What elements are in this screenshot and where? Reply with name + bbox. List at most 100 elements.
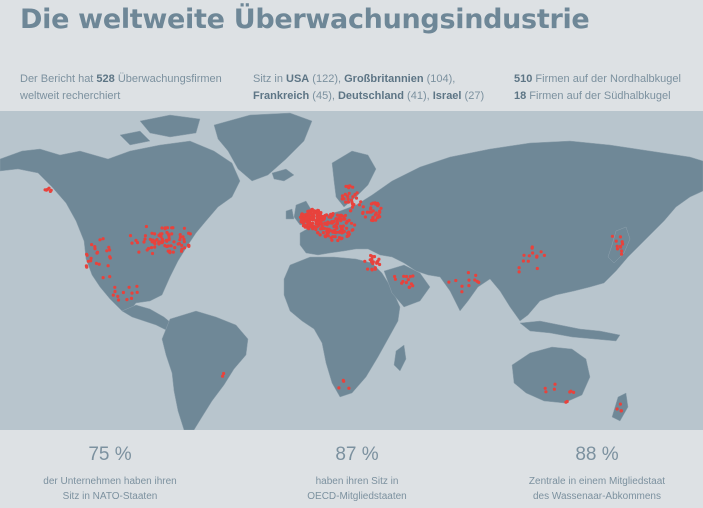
company-marker xyxy=(108,248,112,252)
company-marker xyxy=(619,245,623,249)
company-marker xyxy=(346,197,350,201)
indonesia-shape xyxy=(519,320,621,342)
company-marker xyxy=(619,409,623,413)
company-marker xyxy=(350,198,354,202)
company-marker xyxy=(94,261,98,265)
company-marker xyxy=(357,203,362,207)
company-marker xyxy=(167,238,171,242)
company-marker xyxy=(379,206,383,210)
company-marker xyxy=(187,231,191,235)
company-marker xyxy=(130,291,134,295)
company-marker xyxy=(531,251,535,255)
world-map-svg xyxy=(0,112,703,430)
company-marker xyxy=(317,211,321,216)
company-marker xyxy=(330,238,334,242)
company-marker xyxy=(351,195,355,199)
company-marker xyxy=(335,213,339,217)
company-marker xyxy=(310,217,315,221)
company-marker xyxy=(339,224,343,228)
company-marker xyxy=(404,274,409,279)
company-marker xyxy=(535,266,539,271)
company-marker xyxy=(345,234,349,238)
company-marker xyxy=(335,226,339,230)
company-marker xyxy=(222,371,226,376)
company-marker xyxy=(318,233,322,237)
company-marker xyxy=(344,184,348,188)
company-marker xyxy=(365,210,369,214)
company-marker xyxy=(307,212,311,216)
company-marker xyxy=(310,212,314,216)
company-marker xyxy=(535,254,539,258)
company-marker xyxy=(349,221,354,225)
company-marker xyxy=(325,229,329,233)
company-marker xyxy=(341,378,345,382)
company-marker xyxy=(408,275,412,279)
company-marker xyxy=(135,241,140,245)
company-marker xyxy=(181,235,185,239)
company-marker xyxy=(335,230,339,234)
company-marker xyxy=(619,252,624,256)
company-marker xyxy=(404,280,408,285)
company-marker xyxy=(407,285,411,289)
company-marker xyxy=(333,235,337,239)
madagascar-shape xyxy=(393,344,407,372)
company-marker xyxy=(178,233,182,237)
company-marker xyxy=(113,285,117,289)
company-marker xyxy=(376,204,380,208)
company-marker xyxy=(340,236,344,240)
stat-countries: Sitz in USA (122), Großbritannien (104),… xyxy=(253,73,485,102)
company-marker xyxy=(166,244,170,248)
company-marker xyxy=(158,232,162,236)
company-marker xyxy=(165,239,169,243)
company-marker xyxy=(160,241,164,245)
company-marker xyxy=(116,298,121,302)
company-marker xyxy=(316,215,320,219)
company-marker xyxy=(307,215,311,219)
company-marker xyxy=(172,240,176,244)
company-marker xyxy=(474,273,478,277)
company-marker xyxy=(351,185,355,189)
company-marker xyxy=(137,250,141,254)
company-marker xyxy=(84,264,88,268)
company-marker xyxy=(552,387,557,391)
company-marker xyxy=(93,247,97,251)
south-america-shape xyxy=(161,310,249,430)
world-map xyxy=(0,111,703,430)
company-marker xyxy=(316,208,320,212)
company-marker xyxy=(393,274,397,279)
page-title: Die weltweite Überwachungsindustrie xyxy=(20,4,590,35)
company-marker xyxy=(342,217,346,221)
company-marker xyxy=(310,224,314,228)
company-marker xyxy=(373,267,377,271)
company-marker xyxy=(304,216,308,220)
kpi-oecd: 87 % haben ihren Sitz in OECD-Mitgliedsta… xyxy=(257,444,457,504)
company-marker xyxy=(366,267,370,271)
company-marker xyxy=(334,217,338,221)
company-marker xyxy=(329,215,333,219)
company-marker xyxy=(106,264,110,268)
company-marker xyxy=(45,187,50,192)
company-marker xyxy=(401,279,405,284)
company-marker xyxy=(347,218,351,222)
company-marker xyxy=(374,218,378,222)
company-marker xyxy=(361,211,365,215)
company-marker xyxy=(346,184,350,188)
company-marker xyxy=(153,232,157,236)
company-marker xyxy=(323,234,327,238)
company-marker xyxy=(344,221,348,225)
company-marker xyxy=(354,196,359,200)
company-marker xyxy=(153,245,157,249)
company-marker xyxy=(170,232,174,236)
kpi-wassenaar: 88 % Zentrale in einem Mitgliedstaat des … xyxy=(497,444,697,504)
company-marker xyxy=(569,389,573,393)
company-marker xyxy=(368,207,373,211)
company-marker xyxy=(176,242,180,246)
company-marker xyxy=(101,237,105,241)
company-marker xyxy=(108,255,112,259)
company-marker xyxy=(169,244,173,248)
company-marker xyxy=(371,209,375,213)
new-zealand-shape xyxy=(611,392,629,422)
company-marker xyxy=(620,240,624,244)
company-marker xyxy=(378,209,382,213)
company-marker xyxy=(324,213,329,217)
